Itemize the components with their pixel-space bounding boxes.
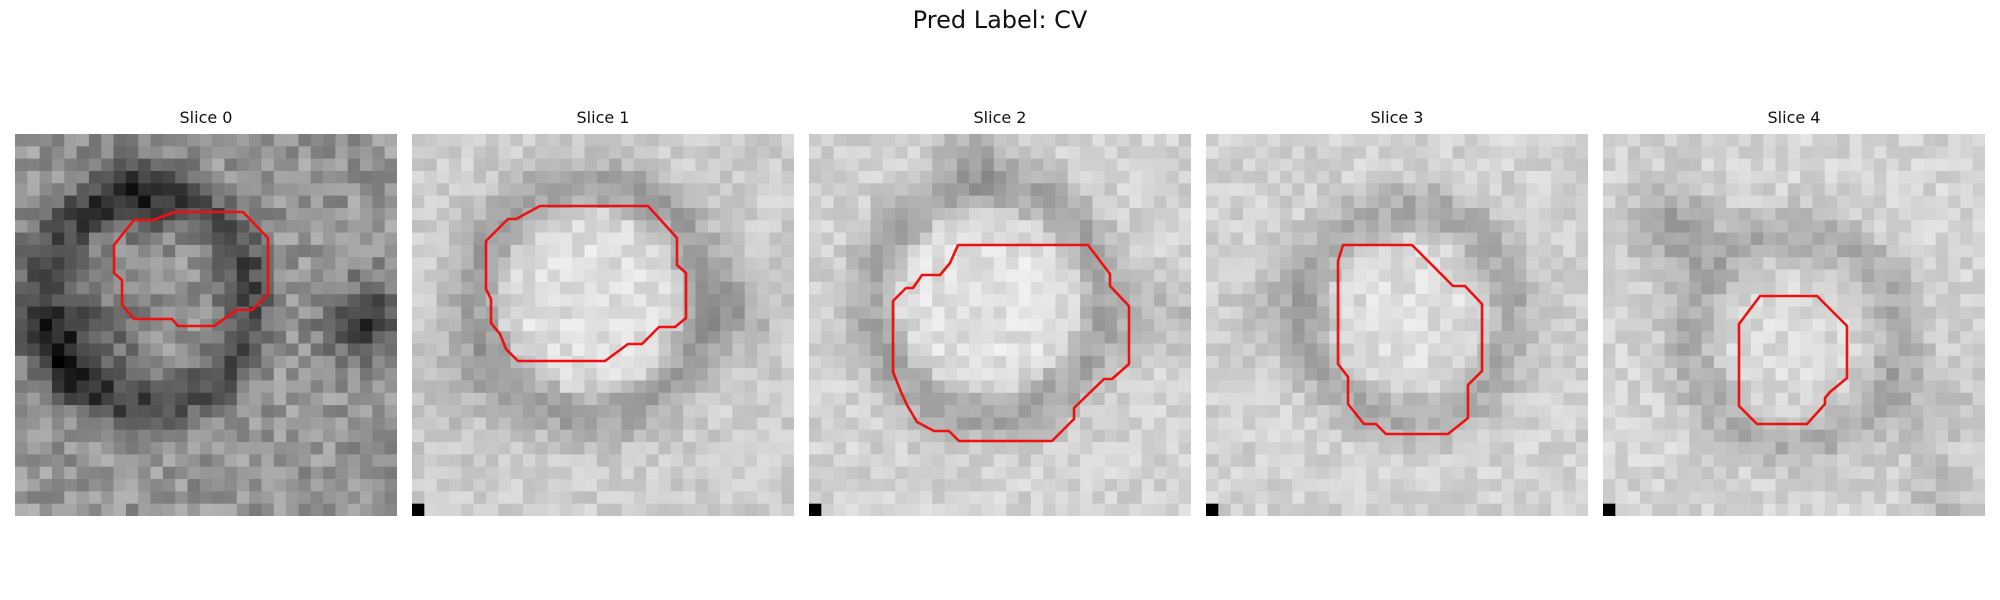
corner-marker [809,503,822,516]
segmentation-outline [112,210,270,328]
slice-panel-3: Slice 3 [1206,108,1588,516]
slice-image [15,134,397,516]
slice-image [1206,134,1588,516]
slice-canvas [1206,134,1588,516]
slice-image [809,134,1191,516]
segmentation-outline [1336,243,1484,436]
segmentation-outline [1737,294,1849,426]
corner-marker [412,503,425,516]
figure-title: Pred Label: CV [912,6,1088,34]
segmentation-outline [484,204,688,363]
slice-title: Slice 4 [1767,108,1821,127]
slice-panel-0: Slice 0 [15,108,397,516]
slice-panel-2: Slice 2 [809,108,1191,516]
slice-canvas [1603,134,1985,516]
segmentation-outline [891,243,1131,443]
slice-canvas [809,134,1191,516]
slice-title: Slice 2 [973,108,1027,127]
slice-panel-1: Slice 1 [412,108,794,516]
slice-canvas [412,134,794,516]
slice-title: Slice 0 [179,108,233,127]
slice-image [412,134,794,516]
slice-panel-4: Slice 4 [1603,108,1985,516]
slice-title: Slice 1 [576,108,630,127]
corner-marker [1206,503,1219,516]
slice-title: Slice 3 [1370,108,1424,127]
corner-marker [1603,503,1616,516]
slice-canvas [15,134,397,516]
slice-image [1603,134,1985,516]
